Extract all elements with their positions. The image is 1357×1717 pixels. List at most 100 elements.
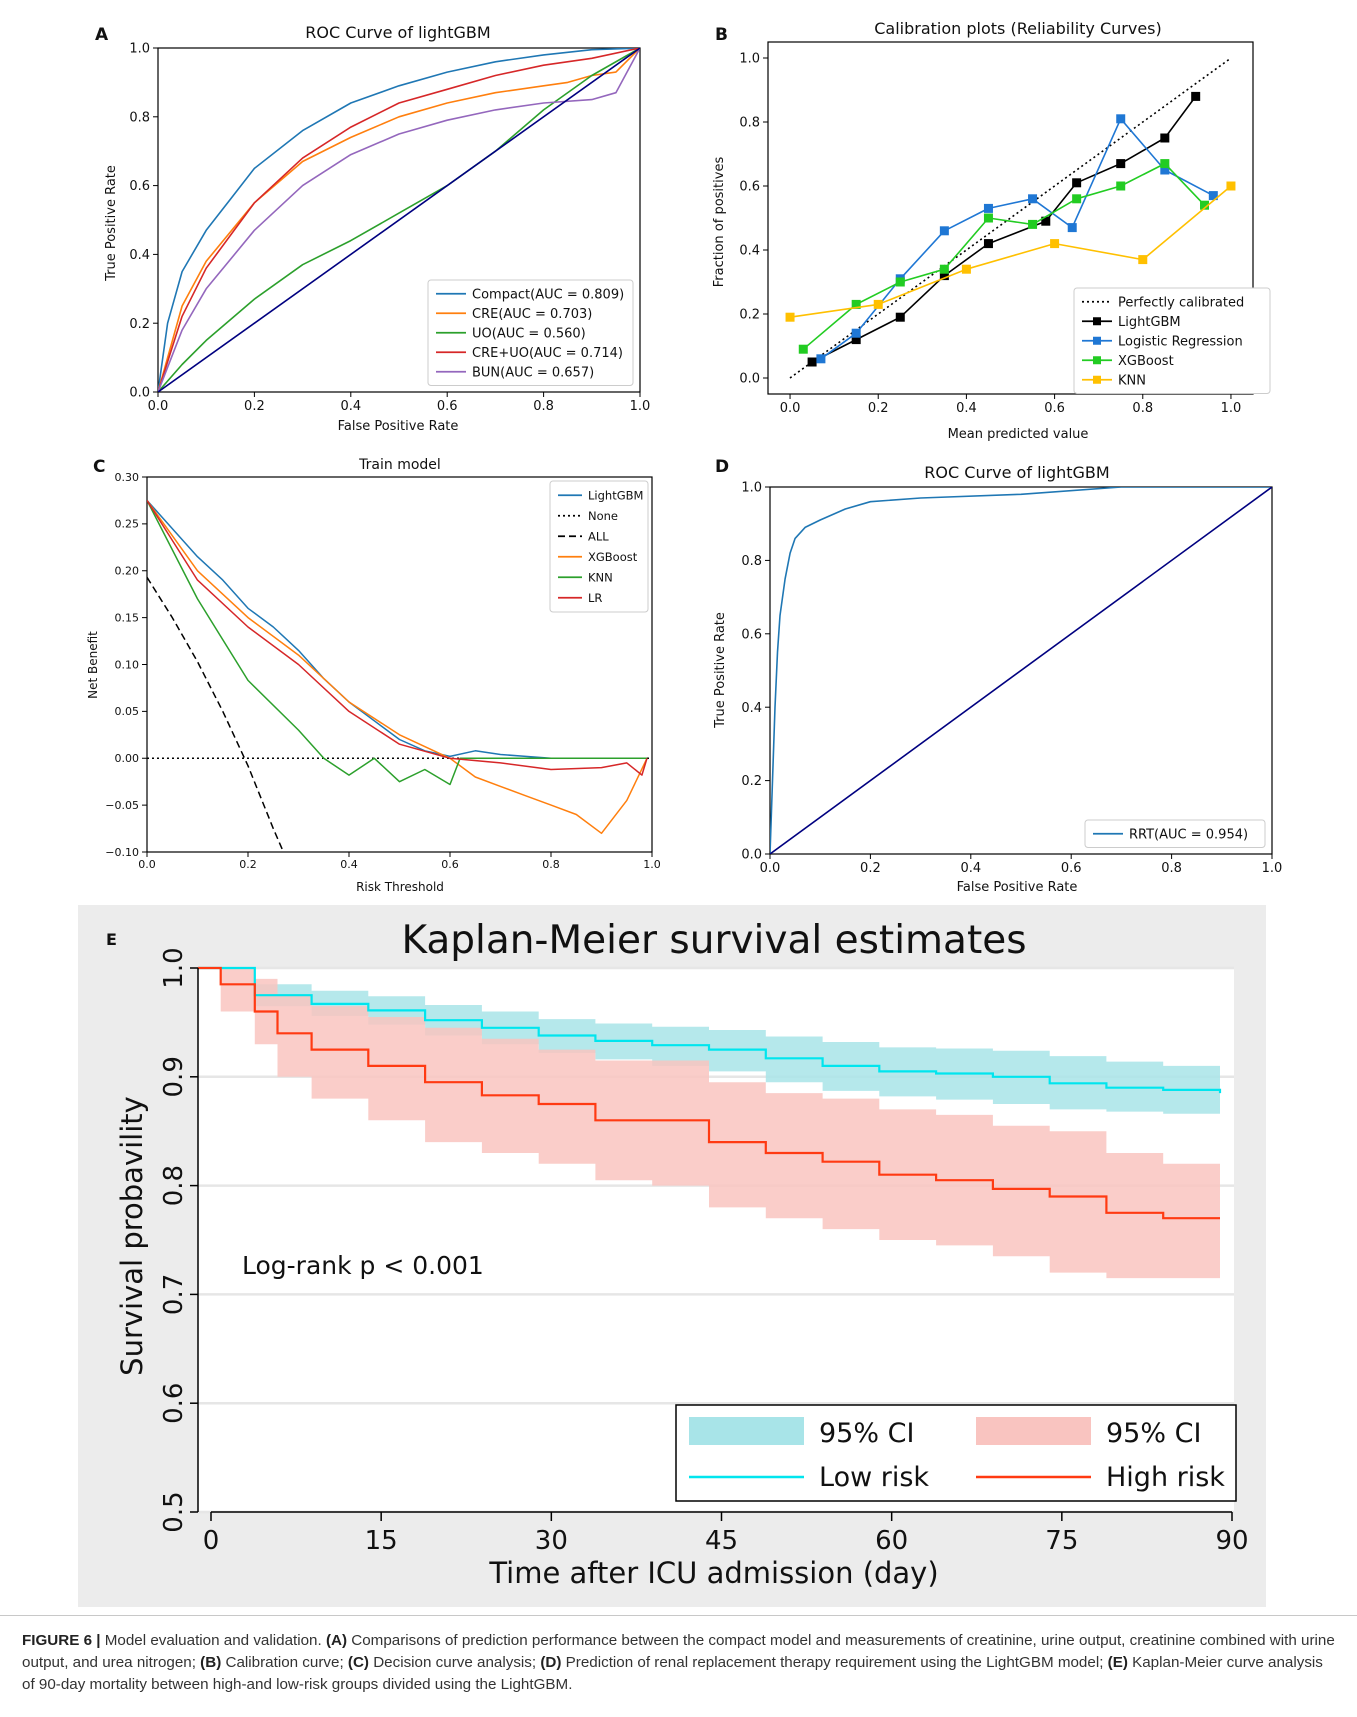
series-line-compact-auc-0-809 <box>158 48 640 392</box>
series-line-lightgbm <box>147 499 552 760</box>
y-axis-label: Fraction of positives <box>712 157 727 288</box>
y-tick-label: 0.6 <box>129 179 150 194</box>
series-line-knn <box>789 185 1232 318</box>
y-tick-label: 1.0 <box>159 947 189 988</box>
y-tick-label: 0.00 <box>115 752 140 765</box>
x-tick-label: 0.6 <box>1061 861 1082 876</box>
data-point-marker <box>1160 165 1170 175</box>
x-tick-label: 0.4 <box>340 858 358 871</box>
chart-title: Calibration plots (Reliability Curves) <box>874 19 1162 38</box>
legend-entry-rrt-auc-0-954: RRT(AUC = 0.954) <box>1129 827 1248 842</box>
series-line-all <box>147 576 285 852</box>
y-tick-label: 0.9 <box>159 1056 189 1097</box>
survival-curve-low-risk <box>198 966 1222 1094</box>
series-line-xgboost <box>147 499 648 835</box>
y-tick-label: 0.4 <box>739 244 760 259</box>
panel-e-kaplan-meier-chart: E Kaplan-Meier survival estimates Time a… <box>78 905 1266 1607</box>
x-tick-label: 60 <box>875 1526 908 1556</box>
caption-intro: Model evaluation and validation. <box>100 1632 326 1649</box>
y-tick-label: 0.15 <box>115 611 140 624</box>
caption-tag-e: (E) <box>1107 1654 1128 1671</box>
y-tick-label: 0.8 <box>159 1165 189 1206</box>
legend-swatch-ci-low <box>689 1417 804 1445</box>
y-tick-label: 0.0 <box>129 386 150 401</box>
data-point-marker <box>873 299 883 309</box>
caption-tag-b: (B) <box>200 1654 222 1671</box>
data-point-marker <box>939 264 949 274</box>
caption-text-d: Prediction of renal replacement therapy … <box>561 1654 1108 1671</box>
x-tick-label: 1.0 <box>1262 861 1283 876</box>
data-point-marker <box>1226 181 1236 191</box>
y-tick-label: 0.6 <box>741 627 762 642</box>
legend-entry-none: None <box>588 509 618 523</box>
legend-entry-ci-high: 95% CI <box>1106 1418 1201 1449</box>
data-point-marker <box>983 203 993 213</box>
legend-box <box>1073 287 1271 394</box>
panel-letter-b: B <box>715 25 728 45</box>
plot-area: 0.0 0.2 0.4 0.6 0.8 1.0 0.0 0.2 0.4 0.6 0.8 1.0 RRT(… <box>741 481 1282 876</box>
legend-entry-perfectly-calibrated: Perfectly calibrated <box>1118 295 1244 310</box>
data-point-marker <box>895 312 905 322</box>
x-tick-label: 0.8 <box>542 858 560 871</box>
legend-entry-lightgbm: LightGBM <box>1118 315 1181 330</box>
plot-frame <box>767 41 1254 395</box>
plot-area: 0.5 0.6 0.7 0.8 0.9 1.0 0 15 30 45 60 75 90 Log-rank … <box>159 947 1249 1556</box>
data-point-marker <box>983 213 993 223</box>
legend-entry-ci-low: 95% CI <box>819 1418 914 1449</box>
legend-box <box>549 480 649 613</box>
x-tick-label: 0.2 <box>860 861 881 876</box>
x-tick-label: 0.8 <box>1161 861 1182 876</box>
caption-tag-c: (C) <box>347 1654 369 1671</box>
legend-entry-high-risk: High risk <box>1106 1462 1225 1493</box>
y-tick-label: 0.10 <box>115 658 140 671</box>
data-point-marker <box>983 239 993 249</box>
x-tick-label: 15 <box>365 1526 398 1556</box>
data-point-marker <box>1191 91 1201 101</box>
x-tick-label: 0.0 <box>148 399 169 414</box>
y-tick-label: 0.7 <box>159 1274 189 1315</box>
data-point-marker <box>961 264 971 274</box>
plot-area: 0.0 0.2 0.4 0.6 0.8 1.0 0.0 0.2 0.4 0.6 0.8 1.0 Comp… <box>129 42 650 414</box>
y-tick-label: 0.4 <box>741 701 762 716</box>
legend-entry-logistic-regression: Logistic Regression <box>1118 334 1243 349</box>
data-point-marker <box>895 277 905 287</box>
x-tick-label: 0.2 <box>244 399 265 414</box>
panel-letter-c: C <box>93 457 105 477</box>
y-tick-label: 0.5 <box>159 1491 189 1532</box>
legend-entry-lr: LR <box>588 591 602 605</box>
caption-tag-d: (D) <box>540 1654 562 1671</box>
data-point-marker <box>816 354 826 364</box>
x-axis-label: Time after ICU admission (day) <box>488 1556 938 1590</box>
x-tick-label: 0.2 <box>239 858 257 871</box>
x-tick-label: 1.0 <box>643 858 661 871</box>
y-tick-label: 0.6 <box>159 1383 189 1424</box>
chart-title: Kaplan-Meier survival estimates <box>401 918 1026 963</box>
x-tick-label: 0.8 <box>1132 401 1153 416</box>
data-point-marker <box>1028 194 1038 204</box>
x-tick-label: 1.0 <box>630 399 651 414</box>
data-point-marker <box>1160 159 1170 169</box>
series-line-lightgbm <box>811 95 1197 363</box>
panel-b-calibration-chart: B Calibration plots (Reliability Curves)… <box>712 19 1271 442</box>
caption-text-c: Decision curve analysis; <box>368 1654 541 1671</box>
x-tick-label: 0.6 <box>437 399 458 414</box>
legend-entry-lightgbm: LightGBM <box>588 488 643 502</box>
figure-canvas: A ROC Curve of lightGBM False Positive R… <box>78 19 1282 1607</box>
panel-d-roc-chart: D ROC Curve of lightGBM False Positive R… <box>713 457 1282 895</box>
y-axis-label: True Positive Rate <box>104 165 119 282</box>
x-tick-label: 90 <box>1215 1526 1248 1556</box>
caption-text-e: Kaplan-Meier curve analysis of 90-day mo… <box>22 1654 1323 1693</box>
x-tick-label: 0.6 <box>441 858 459 871</box>
y-tick-label: 0.2 <box>739 308 760 323</box>
x-tick-label: 0.6 <box>1044 401 1065 416</box>
y-tick-label: 0.2 <box>741 774 762 789</box>
survival-curve-high-risk <box>198 966 1220 1220</box>
y-tick-label: 0.8 <box>739 116 760 131</box>
y-tick-label: 1.0 <box>129 42 150 57</box>
x-tick-label: 0 <box>203 1526 220 1556</box>
caption-label: FIGURE 6 | <box>22 1632 101 1649</box>
y-tick-label: 1.0 <box>741 481 762 496</box>
x-tick-label: 0.4 <box>956 401 977 416</box>
series-line-knn <box>147 500 647 786</box>
plot-area: 0.0 0.2 0.4 0.6 0.8 1.0 −0.10 −0.05 0.00 0.05 0.10… <box>105 471 660 871</box>
